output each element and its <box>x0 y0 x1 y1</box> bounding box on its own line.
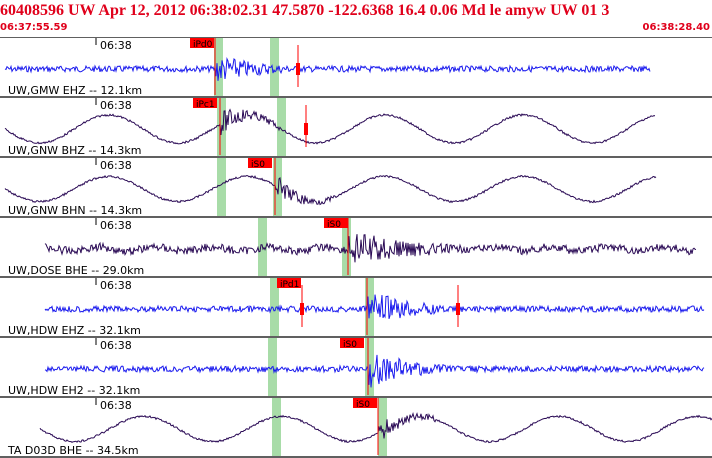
seismogram-panel[interactable]: 06:38 iPd0 UW,GMW EHZ -- 12.1km 06:38 iPc1 UW… <box>0 37 712 458</box>
pick-flag[interactable] <box>353 398 377 408</box>
station-distance: 12.1km <box>101 84 143 97</box>
station-distance: 29.0km <box>103 264 145 277</box>
trace-panel[interactable]: 06:38 iS0 UW,GNW BHN -- 14.3km <box>0 156 712 217</box>
seismic-waveform[interactable] <box>39 412 712 444</box>
pick-label: iS0 <box>343 340 357 350</box>
time-tick-label: 06:38 <box>100 339 132 352</box>
time-tick-label: 06:38 <box>100 39 132 52</box>
station-code: TA D03D BHE -- <box>7 444 97 457</box>
seismic-waveform[interactable] <box>44 234 697 263</box>
station-distance: 14.3km <box>101 204 143 217</box>
station-label: UW,DOSE BHE -- 29.0km <box>8 264 144 277</box>
station-code: UW,HDW EH2 -- <box>8 384 99 397</box>
seismic-waveform[interactable] <box>44 354 705 388</box>
trace-panel[interactable]: 06:38 iPc1 UW,GNW BHZ -- 14.3km <box>0 96 712 157</box>
pick-window <box>217 158 226 216</box>
pick-label: iS0 <box>251 160 265 170</box>
station-label: UW,HDW EHZ -- 32.1km <box>8 324 141 337</box>
trace-panel[interactable]: 06:38 iPd0 UW,GMW EHZ -- 12.1km <box>0 37 712 97</box>
station-code: UW,HDW EHZ -- <box>8 324 99 337</box>
station-code: UW,GNW BHN -- <box>8 204 101 217</box>
station-label: UW,GNW BHZ -- 14.3km <box>8 144 141 157</box>
pick-flag[interactable] <box>340 338 364 348</box>
pick-window <box>277 98 286 156</box>
pick-label: iS0 <box>356 400 370 410</box>
pick-label: iS0 <box>327 220 341 230</box>
amplitude-marker-box <box>296 63 300 75</box>
pick-label: iPd0 <box>193 40 213 50</box>
station-distance: 14.3km <box>100 144 142 157</box>
pick-window <box>270 38 279 96</box>
time-tick-label: 06:38 <box>100 219 132 232</box>
trace-panel[interactable]: 06:38 iS0 UW,DOSE BHE -- 29.0km <box>0 216 712 277</box>
time-tick-label: 06:38 <box>100 159 132 172</box>
pick-flag[interactable] <box>324 218 348 228</box>
trace-panel[interactable]: 06:38 iS0 TA D03D BHE -- 34.5km <box>0 396 712 457</box>
window-start-time: 06:37:55.59 <box>0 22 68 33</box>
trace-panel[interactable]: 06:38 iPd1 UW,HDW EHZ -- 32.1km <box>0 276 712 337</box>
station-distance: 32.1km <box>99 384 141 397</box>
window-end-time: 06:38:28.40 <box>642 22 710 33</box>
pick-label: iPd1 <box>280 280 299 290</box>
pick-window <box>273 158 282 216</box>
station-distance: 34.5km <box>97 444 139 457</box>
station-label: UW,HDW EH2 -- 32.1km <box>8 384 140 397</box>
amplitude-marker-box <box>304 123 308 135</box>
pick-flag[interactable] <box>277 278 301 288</box>
station-label: TA D03D BHE -- 34.5km <box>7 444 139 457</box>
seismic-waveform[interactable] <box>4 174 657 206</box>
pick-label: iPc1 <box>196 100 215 110</box>
station-distance: 32.1km <box>99 324 141 337</box>
event-header: 60408596 UW Apr 12, 2012 06:38:02.31 47.… <box>0 2 610 19</box>
seismic-waveform[interactable] <box>4 108 656 145</box>
pick-flag[interactable] <box>193 98 217 108</box>
station-label: UW,GMW EHZ -- 12.1km <box>8 84 142 97</box>
time-tick-label: 06:38 <box>100 399 132 412</box>
amplitude-marker-box <box>456 303 460 315</box>
time-tick-label: 06:38 <box>100 99 132 112</box>
pick-flag[interactable] <box>190 38 214 48</box>
station-code: UW,GMW EHZ -- <box>8 84 101 97</box>
station-code: UW,GNW BHZ -- <box>8 144 100 157</box>
time-tick-label: 06:38 <box>100 279 132 292</box>
seismic-waveform[interactable] <box>44 294 705 320</box>
station-code: UW,DOSE BHE -- <box>8 264 103 277</box>
pick-window <box>270 278 279 336</box>
amplitude-marker-box <box>300 303 304 315</box>
pick-flag[interactable] <box>248 158 272 168</box>
pick-window <box>378 398 387 456</box>
pick-window <box>214 38 223 96</box>
station-label: UW,GNW BHN -- 14.3km <box>8 204 142 217</box>
pick-window <box>342 218 351 276</box>
pick-window <box>272 398 281 456</box>
seismic-waveform[interactable] <box>4 57 651 81</box>
trace-panel[interactable]: 06:38 iS0 UW,HDW EH2 -- 32.1km <box>0 336 712 397</box>
